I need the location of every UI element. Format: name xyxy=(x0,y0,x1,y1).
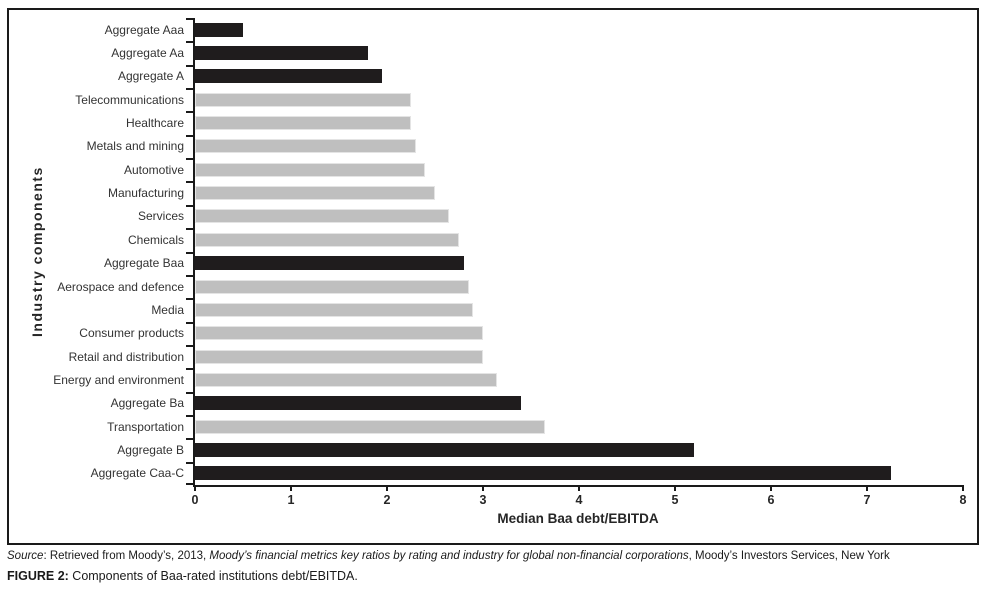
y-axis-tick xyxy=(186,391,195,394)
bar xyxy=(195,302,474,317)
x-axis-tick-label: 5 xyxy=(671,493,679,507)
x-axis-tick-label: 2 xyxy=(383,493,391,507)
y-axis-tick xyxy=(186,18,195,20)
figure-caption: FIGURE 2: Components of Baa-rated instit… xyxy=(7,569,967,583)
bar xyxy=(195,396,522,411)
x-axis-tick xyxy=(770,485,772,491)
bar xyxy=(195,22,243,37)
category-label: Metals and mining xyxy=(86,139,184,154)
y-axis-tick xyxy=(186,483,195,485)
bar xyxy=(195,466,891,481)
x-axis-tick-label: 4 xyxy=(575,493,583,507)
category-label: Aggregate B xyxy=(117,442,184,457)
bar xyxy=(195,209,450,224)
bar xyxy=(195,186,435,201)
x-axis-title: Median Baa debt/EBITDA xyxy=(497,511,659,526)
y-axis-tick xyxy=(186,274,195,277)
bar xyxy=(195,442,695,457)
x-axis-tick xyxy=(482,485,484,491)
category-label: Retail and distribution xyxy=(68,349,184,364)
category-label: Aggregate A xyxy=(117,69,184,84)
source-line: Source: Retrieved from Moody’s, 2013, Mo… xyxy=(7,550,967,562)
y-axis-tick xyxy=(186,134,195,137)
bar xyxy=(195,69,383,84)
plot-area: 0 1 2 3 4 5 6 7 8 xyxy=(186,18,966,506)
y-axis-tick xyxy=(186,251,195,254)
y-axis-tick xyxy=(186,64,195,67)
source-segment: : Retrieved from Moody’s, 2013, xyxy=(43,550,210,562)
y-axis-tick xyxy=(186,321,195,324)
category-label: Media xyxy=(151,302,184,317)
category-label: Consumer products xyxy=(79,326,184,341)
x-axis-tick xyxy=(866,485,868,491)
category-label: Transportation xyxy=(107,419,184,434)
category-label: Aggregate Baa xyxy=(103,256,184,271)
x-axis-tick xyxy=(962,485,964,491)
category-label: Manufacturing xyxy=(107,186,184,201)
bar xyxy=(195,279,469,294)
y-axis-tick xyxy=(186,158,195,161)
category-label: Services xyxy=(137,209,184,224)
y-axis-tick xyxy=(186,228,195,231)
x-axis-tick-label: 8 xyxy=(959,493,967,507)
x-axis-tick xyxy=(194,485,196,491)
category-label: Telecommunications xyxy=(75,92,184,107)
category-label-column: Aggregate Aaa Aggregate Aa Aggregate A Tele… xyxy=(9,18,193,485)
y-axis-tick xyxy=(186,344,195,347)
figure-caption-text: Components of Baa-rated institutions deb… xyxy=(68,569,358,583)
y-axis-tick xyxy=(186,41,195,44)
bar xyxy=(195,256,464,271)
category-label: Chemicals xyxy=(127,232,184,247)
bar xyxy=(195,372,498,387)
x-axis-tick-label: 1 xyxy=(287,493,295,507)
figure-caption-prefix: FIGURE 2: xyxy=(7,569,69,583)
y-axis-tick xyxy=(186,181,195,184)
bar xyxy=(195,139,416,154)
x-axis-tick xyxy=(386,485,388,491)
source-segment: , Moody’s Investors Services, New York xyxy=(688,550,890,562)
bar xyxy=(195,46,368,61)
category-label: Automotive xyxy=(123,162,184,177)
category-label: Healthcare xyxy=(125,116,184,131)
y-axis-tick xyxy=(186,298,195,301)
bar xyxy=(195,232,459,247)
bar xyxy=(195,92,411,107)
source-segment: Source xyxy=(7,550,44,562)
x-axis-tick-label: 7 xyxy=(863,493,871,507)
category-label: Aggregate Aa xyxy=(111,46,184,61)
x-axis-tick xyxy=(578,485,580,491)
category-label: Aggregate Ba xyxy=(110,396,184,411)
y-axis-tick xyxy=(186,204,195,207)
bar xyxy=(195,349,483,364)
x-axis-tick xyxy=(290,485,292,491)
bar xyxy=(195,116,411,131)
source-segment: Moody’s financial metrics key ratios by … xyxy=(209,550,689,562)
y-axis-tick xyxy=(186,111,195,114)
y-axis-tick xyxy=(186,88,195,91)
bar xyxy=(195,326,483,341)
y-axis-tick xyxy=(186,368,195,371)
x-axis-tick xyxy=(674,485,676,491)
category-label: Energy and environment xyxy=(53,372,184,387)
x-axis-tick-label: 3 xyxy=(479,493,487,507)
y-axis-tick xyxy=(186,461,195,464)
bar xyxy=(195,162,426,177)
y-axis-tick xyxy=(186,438,195,441)
category-label: Aggregate Caa-C xyxy=(90,466,184,481)
category-label: Aggregate Aaa xyxy=(104,22,184,37)
y-axis-tick xyxy=(186,414,195,417)
bar xyxy=(195,419,546,434)
category-label: Aerospace and defence xyxy=(57,279,184,294)
x-axis-tick-label: 6 xyxy=(767,493,775,507)
chart-frame: Industry components Aggregate Aaa Aggrega… xyxy=(7,8,979,545)
x-axis-tick-label: 0 xyxy=(191,493,199,507)
